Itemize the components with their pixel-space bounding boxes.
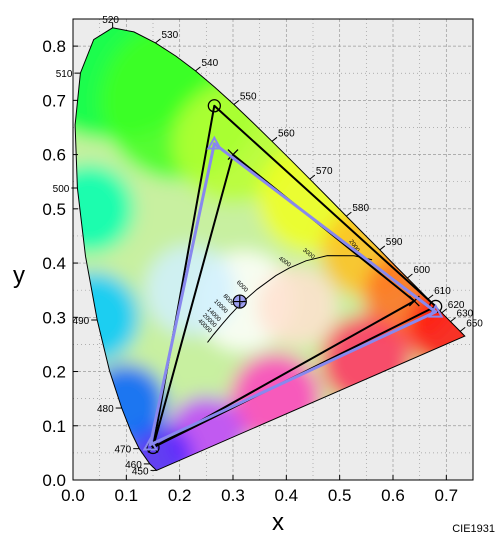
x-tick-label: 0.7 xyxy=(435,486,459,505)
white-point-cross xyxy=(233,295,246,308)
planckian-curve xyxy=(207,255,373,343)
wavelength-label: 450 xyxy=(132,466,149,477)
wavelength-tick xyxy=(195,66,201,72)
wavelength-label: 650 xyxy=(466,318,483,329)
gamut-triangle-3 xyxy=(148,142,438,447)
x-tick-label: 0.5 xyxy=(328,486,352,505)
x-tick-label: 0.1 xyxy=(115,486,139,505)
wavelength-label: 590 xyxy=(386,237,403,248)
wavelength-tick xyxy=(441,308,448,314)
wavelength-label: 530 xyxy=(162,30,179,41)
wavelength-label: 560 xyxy=(278,128,295,139)
y-tick-label: 0.1 xyxy=(42,417,66,436)
x-tick-label: 0.0 xyxy=(61,486,85,505)
wavelength-label: 510 xyxy=(56,69,73,80)
wavelength-label: 550 xyxy=(240,92,257,103)
figure-caption: CIE1931 xyxy=(452,523,495,535)
y-tick-label: 0.3 xyxy=(42,308,66,327)
x-tick-label: 0.4 xyxy=(275,486,299,505)
wavelength-tick xyxy=(233,100,240,105)
x-tick-label: 0.6 xyxy=(381,486,405,505)
wavelength-label: 500 xyxy=(53,184,70,195)
gamut-vertex-circle xyxy=(207,99,221,113)
gradient-blob xyxy=(145,245,236,336)
wavelength-label: 600 xyxy=(413,265,430,276)
wavelength-tick xyxy=(459,327,466,332)
wavelength-label: 460 xyxy=(125,460,142,471)
wavelength-tick xyxy=(346,211,352,217)
wavelength-label: 610 xyxy=(434,286,451,297)
wavelength-label: 630 xyxy=(457,309,474,320)
wavelength-label: 480 xyxy=(97,404,114,415)
gamut-vertex-triangle xyxy=(427,303,444,318)
y-tick-label: 0.7 xyxy=(42,91,66,110)
wavelength-label: 520 xyxy=(102,15,119,26)
wavelength-tick xyxy=(450,317,456,323)
x-axis-title: x xyxy=(272,509,284,535)
gamut-vertex-cross xyxy=(227,149,239,161)
gamut-vertex-triangle xyxy=(206,135,223,150)
y-tick-label: 0.4 xyxy=(42,254,66,273)
axis-ticks: 0.0 0.1 0.2 0.3 0.4 0.5 0.6 0.7 0.0 0.1 0.2 0.3 0.4 0… xyxy=(42,37,458,505)
wavelength-tick xyxy=(379,245,386,251)
wavelength-label: 470 xyxy=(114,445,131,456)
gamut-vertex-triangle xyxy=(142,436,159,451)
wavelength-label: 570 xyxy=(316,166,333,177)
gradient-blob xyxy=(257,266,337,347)
wavelength-label: 490 xyxy=(73,316,90,327)
y-tick-label: 0.8 xyxy=(42,37,66,56)
x-tick-label: 0.3 xyxy=(221,486,245,505)
gamut-vertex-circle xyxy=(146,440,160,455)
gradient-blob xyxy=(406,288,465,369)
wavelength-label: 620 xyxy=(448,300,465,311)
wavelength-tick xyxy=(427,294,434,300)
wavelength-tick xyxy=(155,38,161,44)
y-axis-title: y xyxy=(13,262,25,289)
y-tick-label: 0.2 xyxy=(42,363,66,382)
wavelength-tick xyxy=(407,273,413,279)
wavelength-tick xyxy=(271,136,278,142)
y-tick-label: 0.0 xyxy=(42,471,66,490)
y-tick-label: 0.6 xyxy=(42,146,66,165)
plot-frame xyxy=(72,18,474,481)
x-tick-label: 0.2 xyxy=(168,486,192,505)
gamut-triangles xyxy=(142,99,444,455)
wavelength-label: 580 xyxy=(352,203,369,214)
wavelength-label: 540 xyxy=(201,58,218,69)
y-tick-label: 0.5 xyxy=(42,200,66,219)
wavelength-tick xyxy=(309,174,316,180)
gradient-blob xyxy=(75,163,134,254)
